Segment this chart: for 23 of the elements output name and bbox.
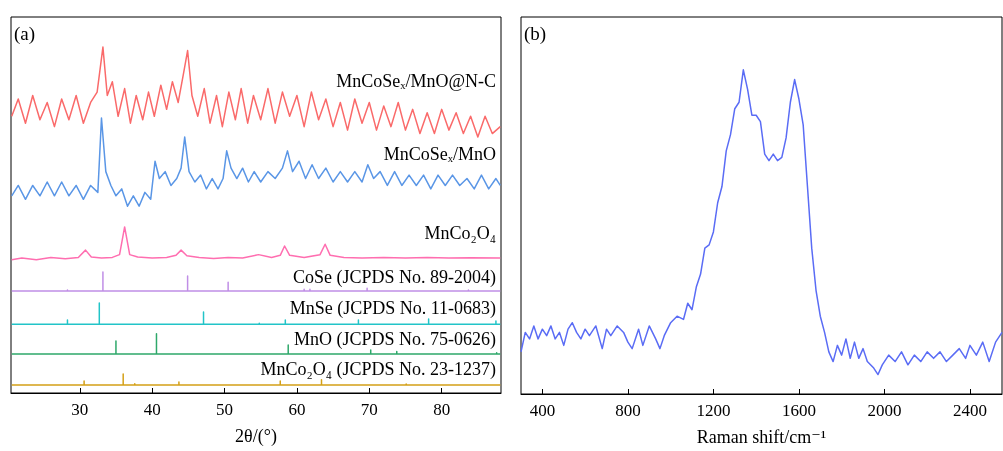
series-label: MnCo₂O₄ [424, 223, 497, 244]
x-tick-label: 80 [433, 400, 451, 419]
x-tick-label: 70 [360, 400, 378, 419]
x-axis-title: 2θ/(°) [235, 426, 277, 447]
x-tick-label: 800 [615, 401, 641, 420]
series-label: MnSe (JCPDS No. 11-0683) [289, 297, 497, 319]
series-label: MnCoSeₓ/MnO@N-C [336, 71, 497, 92]
x-tick-label: 60 [288, 400, 306, 419]
x-tick-label: 40 [143, 400, 161, 419]
chart-title: (b) [524, 23, 547, 45]
x-tick-label: 30 [71, 400, 89, 419]
series-label: MnCoSeₓ/MnO [383, 143, 497, 164]
x-tick-label: 2000 [867, 401, 902, 420]
series-label: CoSe (JCPDS No. 89-2004) [293, 267, 497, 289]
x-tick-label: 1200 [696, 401, 731, 420]
x-tick-label: 400 [529, 401, 556, 420]
x-tick-label: 1600 [781, 401, 816, 420]
x-tick-label: 2400 [952, 401, 987, 420]
x-tick-label: 50 [216, 400, 234, 419]
series-label: MnO (JCPDS No. 75-0626) [294, 329, 497, 351]
series-label: MnCo₂O₄ (JCPDS No. 23-1237) [260, 358, 497, 380]
chart-title: (a) [14, 23, 36, 45]
x-axis-title: Raman shift/cm⁻¹ [696, 427, 827, 447]
